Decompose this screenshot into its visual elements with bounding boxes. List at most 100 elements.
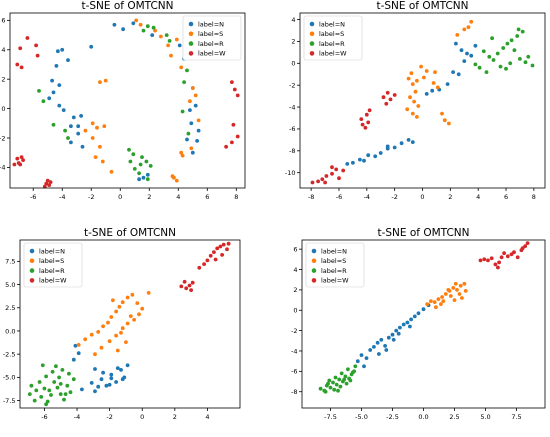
y-tick-label: 2.5: [5, 304, 15, 312]
x-tick-label: 4: [205, 413, 209, 421]
y-tick-label: -4: [291, 347, 297, 355]
data-point: [381, 95, 386, 100]
data-point: [101, 324, 105, 329]
legend-box: [303, 15, 363, 61]
data-point: [140, 306, 145, 311]
data-point: [526, 54, 531, 59]
data-point: [413, 89, 418, 94]
data-point: [333, 375, 338, 380]
y-tick-label: 6: [293, 245, 297, 253]
data-point: [385, 90, 390, 95]
data-point: [196, 128, 201, 133]
data-point: [362, 158, 366, 163]
data-point: [490, 36, 494, 41]
legend-box: [23, 242, 83, 288]
data-point: [351, 160, 355, 165]
data-point: [221, 242, 226, 247]
data-point: [145, 172, 150, 177]
data-point: [331, 380, 335, 385]
x-tick-label: -6: [41, 413, 47, 421]
data-point: [93, 389, 97, 394]
data-point: [462, 27, 467, 32]
legend-marker: [29, 248, 35, 254]
data-point: [65, 383, 70, 388]
data-point: [425, 302, 430, 306]
x-tick-label: 8: [234, 193, 238, 201]
data-point: [67, 371, 71, 376]
data-point: [508, 61, 513, 66]
data-point: [453, 281, 458, 286]
legend: label=N label=S label=R label=W: [23, 242, 83, 288]
data-point: [348, 378, 353, 383]
series-3: [27, 363, 76, 407]
data-point: [169, 53, 173, 58]
data-point: [188, 108, 192, 112]
data-point: [421, 307, 426, 312]
series-2: [76, 291, 151, 357]
data-point: [462, 281, 467, 286]
y-tick-label: 4: [1, 46, 5, 54]
legend-marker: [311, 258, 317, 264]
x-tick-label: -5.0: [355, 413, 368, 421]
data-point: [190, 280, 195, 285]
data-point: [61, 108, 66, 112]
data-point: [164, 33, 169, 37]
data-point: [47, 388, 52, 393]
data-point: [185, 68, 189, 73]
data-point: [230, 80, 234, 84]
data-point: [128, 159, 133, 164]
data-point: [390, 332, 395, 337]
chart-panel-2: t-SNE of OMTCNN -8 -6 -4 -2 0 2 4 6 8 -10 -8 -6 -4 -2 0…: [285, 0, 546, 201]
legend-label: label=S: [198, 30, 223, 38]
data-point: [525, 241, 530, 246]
data-point: [44, 181, 49, 186]
legend-box: [305, 242, 365, 288]
data-point: [134, 18, 139, 23]
data-point: [34, 43, 38, 48]
data-point: [218, 244, 223, 249]
data-point: [342, 377, 347, 382]
data-point: [377, 352, 381, 356]
data-point: [415, 115, 419, 119]
data-point: [208, 253, 213, 258]
data-point: [37, 89, 41, 93]
data-point: [509, 38, 514, 43]
x-tick-label: 7.5: [511, 413, 521, 421]
legend-marker: [188, 51, 194, 56]
data-point: [96, 330, 101, 334]
data-point: [323, 180, 327, 185]
legend-marker: [29, 258, 35, 264]
data-point: [131, 21, 136, 26]
data-point: [520, 29, 525, 34]
data-point: [174, 178, 179, 183]
legend-label: label=N: [198, 20, 224, 28]
data-point: [44, 402, 48, 407]
data-point: [350, 370, 355, 375]
data-point: [138, 162, 143, 167]
data-point: [125, 363, 130, 368]
data-point: [324, 174, 329, 178]
data-point: [47, 96, 52, 101]
data-point: [145, 24, 150, 29]
data-point: [63, 128, 67, 133]
data-point: [477, 65, 482, 70]
data-point: [148, 164, 153, 168]
data-point: [66, 58, 70, 62]
series-2: [405, 19, 474, 126]
data-point: [115, 348, 120, 353]
data-point: [63, 392, 68, 396]
data-point: [101, 370, 105, 375]
data-point: [235, 134, 240, 139]
data-point: [189, 146, 194, 151]
data-point: [80, 144, 85, 149]
data-point: [76, 343, 81, 347]
data-point: [76, 124, 81, 129]
data-point: [125, 295, 130, 300]
data-point: [15, 156, 20, 161]
data-point: [120, 300, 125, 305]
data-point: [355, 359, 360, 364]
data-point: [69, 140, 73, 145]
data-point: [119, 368, 123, 372]
data-point: [463, 289, 468, 293]
data-point: [498, 64, 503, 69]
